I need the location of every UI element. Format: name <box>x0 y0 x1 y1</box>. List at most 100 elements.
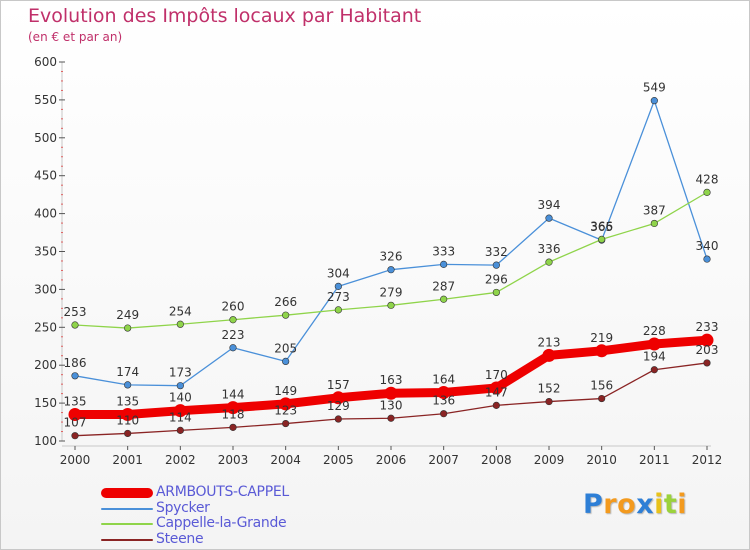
data-label: 203 <box>696 343 719 357</box>
legend-swatch <box>101 523 153 525</box>
data-label: 135 <box>116 394 139 408</box>
data-label: 219 <box>590 331 613 345</box>
data-point <box>71 321 79 329</box>
legend-swatch <box>101 488 153 498</box>
data-label: 130 <box>380 398 403 412</box>
data-point <box>700 333 714 347</box>
data-label: 304 <box>327 266 350 280</box>
logo-letter: o <box>617 489 637 520</box>
data-point <box>229 316 237 324</box>
data-label: 287 <box>432 279 455 293</box>
x-tick-label: 2008 <box>481 453 512 467</box>
data-point <box>282 311 290 319</box>
logo-letter: x <box>636 489 655 520</box>
data-label: 123 <box>274 404 297 418</box>
data-label: 549 <box>643 81 666 95</box>
data-label: 118 <box>222 407 245 421</box>
data-label: 336 <box>538 242 561 256</box>
legend: ARMBOUTS-CAPPEL Spycker Cappelle-la-Grande… <box>101 484 361 548</box>
legend-item: Steene <box>101 531 361 548</box>
data-point <box>492 288 500 297</box>
logo-letter: r <box>603 489 618 520</box>
data-point <box>331 391 345 405</box>
data-point <box>598 235 606 243</box>
data-label: 156 <box>590 379 613 393</box>
x-tick-label: 2011 <box>639 453 670 467</box>
legend-item: Cappelle-la-Grande <box>101 515 361 532</box>
y-tick-label: 500 <box>34 131 57 145</box>
y-tick-label: 550 <box>34 93 57 107</box>
data-label: 394 <box>538 198 561 212</box>
data-label: 228 <box>643 324 666 338</box>
data-label: 152 <box>538 382 561 396</box>
legend-label: ARMBOUTS-CAPPEL <box>156 484 289 500</box>
data-point <box>650 97 658 105</box>
y-tick-label: 250 <box>34 320 57 334</box>
x-tick-label: 2003 <box>218 453 249 467</box>
data-point <box>703 255 711 263</box>
data-label: 233 <box>696 320 719 334</box>
data-point <box>71 432 79 440</box>
data-point <box>282 419 290 428</box>
data-point <box>492 261 500 269</box>
x-tick-label: 2002 <box>165 453 196 467</box>
data-point <box>647 337 661 351</box>
data-point <box>282 357 290 366</box>
legend-label: Cappelle-la-Grande <box>156 515 287 531</box>
data-label: 223 <box>222 328 245 342</box>
data-point <box>489 381 503 395</box>
data-point <box>440 410 448 418</box>
data-point <box>545 397 553 406</box>
data-point <box>650 219 658 228</box>
data-label: 333 <box>432 244 455 258</box>
data-label: 164 <box>432 372 455 386</box>
data-label: 260 <box>222 300 245 314</box>
logo-letter: i <box>677 489 688 520</box>
data-point <box>176 320 184 328</box>
x-tick-label: 2007 <box>428 453 459 467</box>
y-tick-label: 450 <box>34 169 57 183</box>
data-label: 332 <box>485 245 508 259</box>
data-point <box>545 258 553 266</box>
data-point <box>437 385 451 399</box>
x-tick-label: 2010 <box>586 453 617 467</box>
logo-letter: P <box>583 489 604 520</box>
x-tick-label: 2004 <box>270 453 301 467</box>
data-label: 194 <box>643 350 666 364</box>
data-label: 157 <box>327 378 350 392</box>
data-point <box>229 423 237 431</box>
logo-letter: t <box>663 489 678 520</box>
data-label: 279 <box>380 285 403 299</box>
data-label: 136 <box>432 394 455 408</box>
data-point <box>440 295 448 303</box>
data-label: 428 <box>696 172 719 186</box>
data-label: 387 <box>643 203 666 217</box>
y-tick-label: 100 <box>34 434 57 448</box>
data-label: 366 <box>590 219 613 233</box>
data-point <box>703 359 711 367</box>
data-label: 186 <box>64 356 87 370</box>
x-tick-label: 2012 <box>692 453 723 467</box>
data-label: 326 <box>380 250 403 264</box>
data-label: 170 <box>485 368 508 382</box>
data-label: 163 <box>380 373 403 387</box>
data-point <box>334 282 342 290</box>
data-point <box>440 260 448 268</box>
data-point <box>229 344 237 352</box>
y-tick-label: 350 <box>34 245 57 259</box>
data-point <box>124 429 132 438</box>
y-tick-label: 150 <box>34 396 57 410</box>
data-point <box>703 188 711 196</box>
data-label: 205 <box>274 341 297 355</box>
data-label: 110 <box>116 413 139 427</box>
data-point <box>598 394 606 403</box>
data-label: 147 <box>485 385 508 399</box>
data-point <box>334 415 342 423</box>
data-label: 149 <box>274 384 297 398</box>
data-point <box>173 404 187 418</box>
data-point <box>124 324 132 332</box>
data-label: 140 <box>169 391 192 405</box>
data-label: 107 <box>64 416 87 430</box>
legend-label: Spycker <box>156 499 210 516</box>
